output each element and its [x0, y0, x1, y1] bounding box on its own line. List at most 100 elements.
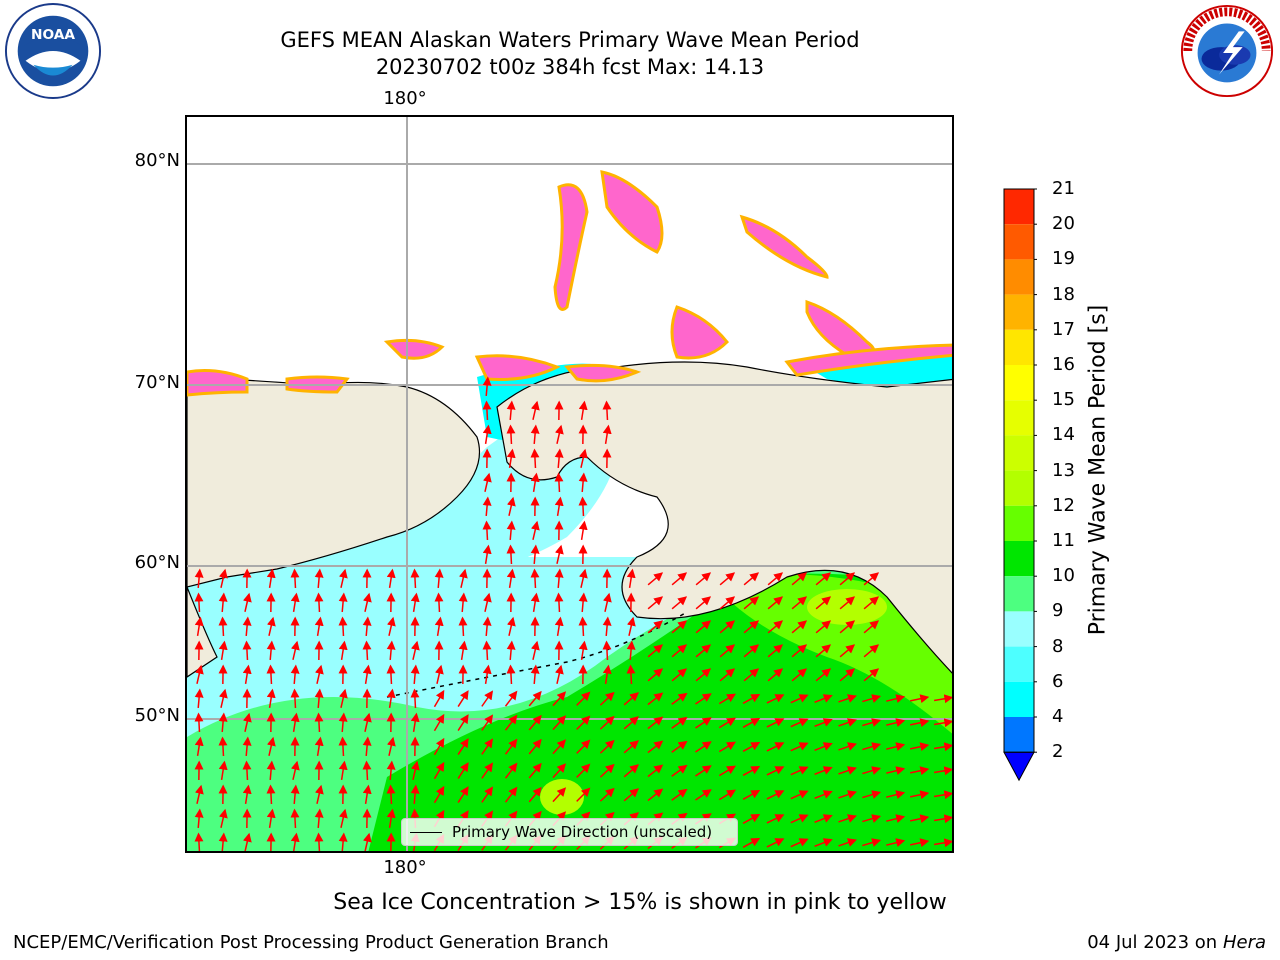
- wave-arrow: [386, 568, 396, 589]
- wave-arrow: [482, 472, 492, 492]
- wave-arrow: [338, 592, 348, 613]
- wave-arrow: [434, 568, 444, 589]
- wave-arrow: [626, 640, 636, 661]
- wave-arrow: [457, 690, 469, 707]
- wave-arrow: [576, 715, 591, 730]
- wave-arrow: [504, 786, 518, 803]
- wave-arrow: [266, 640, 276, 661]
- colorbar-segment: [1004, 611, 1034, 647]
- wave-arrow: [338, 808, 348, 828]
- wave-arrow: [290, 832, 300, 851]
- wave-arrow: [791, 668, 808, 682]
- wave-arrow: [791, 572, 808, 586]
- wave-arrow: [838, 694, 857, 703]
- wave-arrow: [314, 808, 324, 829]
- colorbar-tick-label: 4: [1052, 706, 1064, 727]
- wave-arrow: [482, 496, 492, 517]
- wave-arrow: [528, 714, 542, 731]
- wave-arrow: [194, 784, 204, 804]
- wave-arrow: [719, 668, 736, 682]
- wave-arrow: [434, 664, 444, 684]
- wave-arrow: [623, 764, 639, 778]
- wave-arrow: [242, 832, 252, 851]
- wave-arrow: [530, 520, 540, 540]
- wave-arrow: [362, 712, 372, 732]
- wave-arrow: [482, 376, 492, 397]
- wave-arrow: [434, 616, 444, 637]
- wave-arrow: [695, 741, 712, 753]
- wave-arrow: [767, 596, 784, 610]
- wave-arrow: [719, 596, 736, 610]
- wave-arrow: [814, 814, 833, 823]
- wave-arrow: [695, 693, 712, 705]
- colorbar-tick-label: 8: [1052, 635, 1064, 657]
- wave-arrow: [528, 786, 542, 803]
- aleutian-islands: [386, 611, 688, 698]
- wave-arrow: [578, 472, 588, 493]
- wave-arrow: [530, 568, 540, 589]
- wave-arrow: [671, 740, 688, 753]
- wave-arrow: [814, 694, 833, 703]
- wave-arrow: [218, 736, 228, 757]
- wave-arrow: [862, 790, 882, 799]
- wave-arrow: [815, 620, 832, 634]
- wave-arrow: [554, 496, 564, 517]
- wave-arrow: [218, 616, 228, 637]
- legend-label: Primary Wave Direction (unscaled): [452, 823, 713, 841]
- wave-arrow: [599, 787, 615, 802]
- lat-label-50: 50°N: [134, 705, 180, 726]
- wave-arrow: [719, 620, 736, 634]
- wave-arrow: [314, 784, 324, 804]
- wave-arrow: [862, 742, 882, 751]
- wave-arrow: [504, 738, 518, 755]
- colorbar-tick-label: 18: [1052, 283, 1075, 305]
- colorbar-title: Primary Wave Mean Period [s]: [1085, 304, 1111, 636]
- wave-arrow: [482, 400, 492, 421]
- wave-arrow: [671, 596, 688, 610]
- wave-arrow: [552, 787, 567, 803]
- wave-arrow: [482, 664, 492, 685]
- wave-arrow: [718, 717, 737, 729]
- wave-arrow: [504, 762, 518, 779]
- colorbar-segment: [1004, 435, 1034, 471]
- wave-arrow: [576, 763, 591, 778]
- wave-arrow: [695, 644, 712, 658]
- wave-arrow: [362, 760, 372, 781]
- wave-arrow: [743, 668, 760, 682]
- footer-host: Hera: [1222, 932, 1266, 953]
- wave-arrow: [599, 763, 615, 778]
- wave-arrow: [910, 766, 930, 776]
- wave-arrow: [742, 717, 761, 728]
- lat-label-70: 70°N: [134, 372, 180, 393]
- wave-arrow: [338, 760, 348, 781]
- wave-arrow: [578, 616, 588, 637]
- wave-arrow: [457, 714, 469, 731]
- colorbar-tick-label: 19: [1052, 248, 1075, 270]
- colorbar-segment: [1004, 646, 1034, 682]
- wave-arrow: [767, 668, 784, 682]
- wave-arrow: [910, 814, 930, 824]
- wave-arrow: [433, 737, 445, 756]
- wave-arrow: [386, 688, 396, 709]
- wave-arrow: [695, 717, 712, 729]
- wave-arrow: [242, 712, 252, 732]
- wave-arrow: [194, 664, 204, 684]
- wave-arrow: [718, 789, 737, 801]
- sea-ice-note: Sea Ice Concentration > 15% is shown in …: [333, 890, 947, 915]
- wave-arrow: [410, 568, 420, 589]
- wave-arrow: [506, 568, 516, 589]
- wave-arrow: [194, 616, 204, 637]
- wave-arrow: [791, 620, 808, 634]
- wave-arrow: [742, 813, 761, 824]
- wave-arrow: [386, 640, 396, 661]
- wave-arrow: [790, 694, 809, 704]
- wave-arrow: [410, 592, 420, 613]
- wave-arrow: [314, 712, 324, 733]
- wave-arrow: [338, 832, 348, 851]
- wave-arrow: [815, 668, 832, 682]
- wave-arrow: [814, 718, 833, 727]
- wave-arrow: [433, 785, 445, 804]
- wave-arrow: [886, 766, 906, 775]
- wave-arrow: [814, 838, 833, 847]
- wave-arrow: [242, 592, 252, 612]
